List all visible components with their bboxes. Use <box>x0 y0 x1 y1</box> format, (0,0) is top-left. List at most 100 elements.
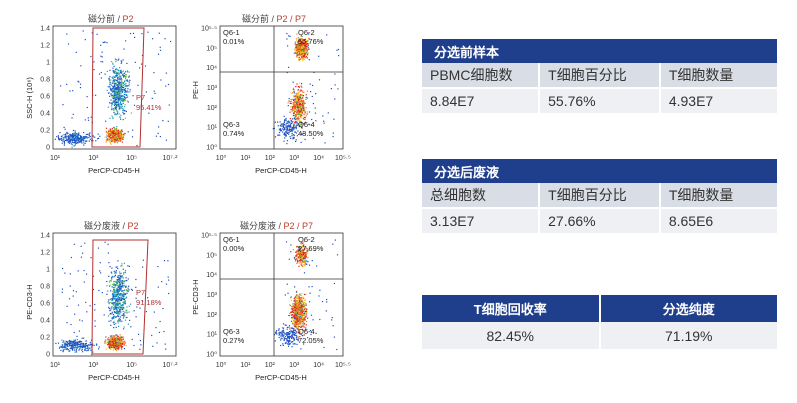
cell-value: 71.19% <box>599 322 777 349</box>
y-tick-label: 10³ <box>207 292 218 299</box>
x-tick-label: 10³ <box>289 362 300 369</box>
column-header: T细胞回收率 <box>422 295 601 322</box>
q6-4-value: 72.05% <box>298 336 324 345</box>
gate-percent: 95.41% <box>136 103 162 112</box>
y-tick-label: 0 <box>46 145 50 152</box>
x-tick-label: 10⁵ <box>126 155 137 162</box>
x-tick-label: 10¹ <box>240 362 251 369</box>
plot-title: 磁分前 / P2 <box>88 14 134 24</box>
q6-1-value: 0.00% <box>223 244 245 253</box>
column-header: 总细胞数 <box>422 183 541 208</box>
x-tick-label: 10¹ <box>50 155 61 162</box>
q6-3-value: 0.74% <box>223 129 245 138</box>
column-header: 分选纯度 <box>599 295 777 322</box>
y-tick-label: 10⁵ <box>206 252 217 259</box>
x-tick-label: 10⁷·² <box>163 155 179 162</box>
scatter-plot-before-p2: 磁分前 / P2 P7 95.41% 1.4 1.2 1 0.8 0.6 0.4 0.2 0 … <box>20 10 190 180</box>
x-axis-label: PerCP-CD45-H <box>88 373 140 382</box>
table-recovery-purity: T细胞回收率 分选纯度 82.45% 71.19% <box>422 295 777 349</box>
table-post-sort-waste: 分选后废液 总细胞数 T细胞百分比 T细胞数量 3.13E7 27.66% 8.… <box>422 159 777 233</box>
x-tick-label: 10³ <box>88 155 99 162</box>
y-tick-label: 10⁵ <box>206 45 217 52</box>
y-axis-label: PE-CD3-H <box>191 279 200 314</box>
x-tick-label: 10⁵·⁵ <box>335 155 351 162</box>
x-ticks: 10⁰ 10¹ 10² 10³ 10⁴ 10⁵·⁵ <box>216 154 351 162</box>
column-header: T细胞数量 <box>659 183 777 208</box>
gate-percent: 91.18% <box>136 298 162 307</box>
y-tick-label: 1.2 <box>40 250 50 257</box>
y-tick-label: 0.6 <box>40 94 50 101</box>
cell-value: 4.93E7 <box>659 88 777 113</box>
plot-svg: P7 95.41% 1.4 1.2 1 0.8 0.6 0.4 0.2 0 10¹ 10³ 10⁵… <box>25 26 178 176</box>
x-tick-label: 10¹ <box>50 362 61 369</box>
y-ticks: 1.4 1.2 1 0.8 0.6 0.4 0.2 0 <box>40 26 50 152</box>
y-tick-label: 0.2 <box>40 128 50 135</box>
cell-value: 82.45% <box>422 322 601 349</box>
cell-value: 8.65E6 <box>659 208 777 233</box>
gate-name: P7 <box>136 93 145 102</box>
scatter-points <box>55 241 170 356</box>
x-tick-label: 10³ <box>88 362 99 369</box>
quadrant-plot-waste-p7: 磁分废液 / P2 / P7 Q6-1 0.00% Q6-2 27.69% Q6… <box>188 217 358 387</box>
y-tick-label: 0.8 <box>40 284 50 291</box>
x-ticks: 10¹ 10³ 10⁵ 10⁷·² <box>50 362 178 369</box>
plot-title: 磁分废液 / P2 <box>84 221 139 231</box>
q6-3-value: 0.27% <box>223 336 245 345</box>
scatter-plot-waste-p2: 磁分废液 / P2 P7 91.18% 1.4 1.2 1 0.8 0.6 0.4 0.2 0… <box>20 217 190 387</box>
y-tick-label: 1 <box>46 267 50 274</box>
q6-1-label: Q6-1 <box>223 28 240 37</box>
y-tick-label: 10³ <box>207 85 218 92</box>
column-header: T细胞数量 <box>659 63 777 88</box>
y-ticks: 1.4 1.2 1 0.8 0.6 0.4 0.2 0 <box>40 233 50 359</box>
x-tick-label: 10⁰ <box>216 361 227 369</box>
column-header: PBMC细胞数 <box>422 63 541 88</box>
x-tick-label: 10⁷·² <box>163 362 179 369</box>
gate-name: P7 <box>136 288 145 297</box>
y-tick-label: 0.8 <box>40 77 50 84</box>
x-tick-label: 10¹ <box>240 155 251 162</box>
x-tick-label: 10⁵·⁵ <box>335 362 351 369</box>
scatter-points <box>273 239 339 351</box>
table-title: 分选前样本 <box>422 39 777 63</box>
y-tick-label: 10⁰ <box>206 144 217 152</box>
column-header: T细胞百分比 <box>539 183 661 208</box>
y-tick-label: 10² <box>207 312 218 319</box>
q6-4-label: Q6-4 <box>298 327 315 336</box>
q6-2-label: Q6-2 <box>298 235 315 244</box>
column-header: T细胞百分比 <box>539 63 661 88</box>
y-tick-label: 10⁴ <box>206 65 217 72</box>
y-axis-label: PE-H <box>191 81 200 99</box>
x-axis-label: PerCP-CD45-H <box>255 373 307 382</box>
x-ticks: 10¹ 10³ 10⁵ 10⁷·² <box>50 155 178 162</box>
q6-1-label: Q6-1 <box>223 235 240 244</box>
x-tick-label: 10² <box>265 155 276 162</box>
q6-3-label: Q6-3 <box>223 327 240 336</box>
q6-4-value: 43.50% <box>298 129 324 138</box>
x-ticks: 10⁰ 10¹ 10² 10³ 10⁴ 10⁵·⁵ <box>216 361 351 369</box>
x-tick-label: 10⁰ <box>216 154 227 162</box>
q6-3-label: Q6-3 <box>223 120 240 129</box>
y-ticks: 10⁵·⁵ 10⁵ 10⁴ 10³ 10² 10¹ 10⁰ <box>201 233 218 359</box>
y-ticks: 10⁵·⁵ 10⁵ 10⁴ 10³ 10² 10¹ 10⁰ <box>201 26 218 152</box>
cell-value: 3.13E7 <box>422 208 541 233</box>
x-tick-label: 10⁴ <box>313 362 324 369</box>
scatter-points <box>272 33 340 145</box>
y-tick-label: 10⁵·⁵ <box>201 26 217 33</box>
x-tick-label: 10⁵ <box>126 362 137 369</box>
table-title: 分选后废液 <box>422 159 777 183</box>
quadrant-plot-before-p7: 磁分前 / P2 / P7 Q6-1 0.01% Q6-2 55.76% Q6-… <box>188 10 358 180</box>
y-tick-label: 1.4 <box>40 233 50 240</box>
y-axis-label: PE-CD3-H <box>25 284 34 319</box>
q6-2-label: Q6-2 <box>298 28 315 37</box>
y-tick-label: 0.4 <box>40 318 50 325</box>
y-tick-label: 0.6 <box>40 301 50 308</box>
x-tick-label: 10³ <box>289 155 300 162</box>
plot-title: 磁分废液 / P2 / P7 <box>240 221 314 231</box>
q6-2-value: 27.69% <box>298 244 324 253</box>
y-tick-label: 10² <box>207 105 218 112</box>
q6-1-value: 0.01% <box>223 37 245 46</box>
x-axis-label: PerCP-CD45-H <box>255 166 307 175</box>
plot-svg: Q6-1 0.00% Q6-2 27.69% Q6-3 0.27% Q6-4 7… <box>191 233 351 383</box>
y-tick-label: 10⁵·⁵ <box>201 233 217 240</box>
plot-title: 磁分前 / P2 / P7 <box>242 14 307 24</box>
